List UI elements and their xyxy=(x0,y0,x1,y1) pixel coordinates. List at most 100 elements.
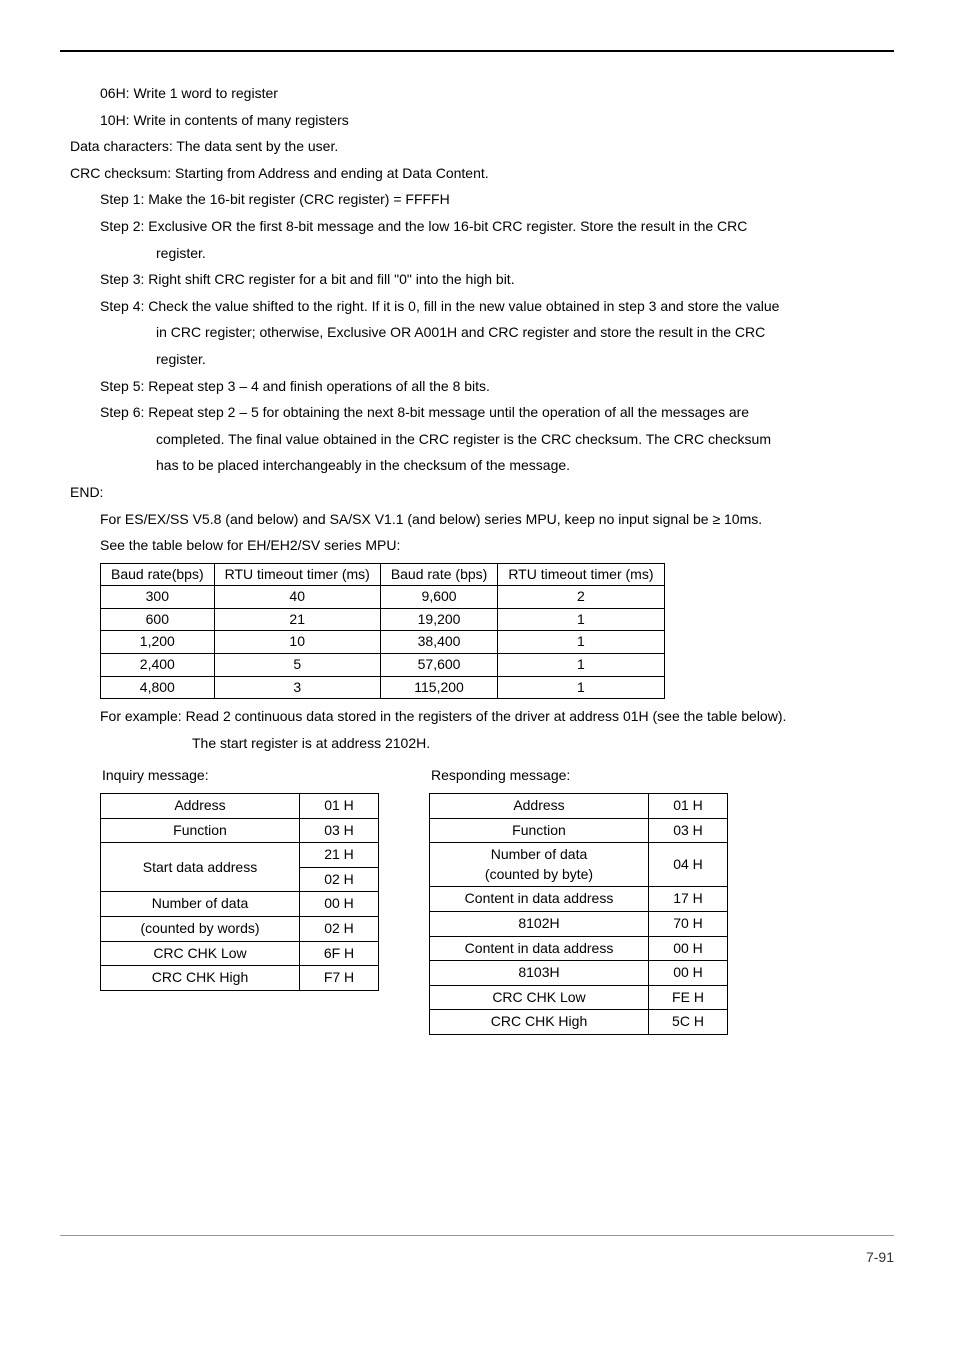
table-row: Function03 H xyxy=(101,818,379,843)
cell: 1 xyxy=(498,654,664,677)
cell: 2 xyxy=(498,586,664,609)
table-row: Content in data address17 H xyxy=(430,887,728,912)
step-4-cont2: register. xyxy=(156,346,894,373)
table-row: 8103H00 H xyxy=(430,961,728,986)
hdr-line-2: 10H: Write in contents of many registers xyxy=(100,107,894,134)
end-label: END: xyxy=(70,479,894,506)
cell: 00 H xyxy=(300,892,379,917)
step-2: Step 2: Exclusive OR the first 8-bit mes… xyxy=(100,213,894,240)
responding-col: Responding message: Address01 H Function… xyxy=(429,762,728,1035)
cell: 40 xyxy=(214,586,380,609)
step-4-cont1: in CRC register; otherwise, Exclusive OR… xyxy=(156,319,894,346)
cell: 1 xyxy=(498,608,664,631)
cell: 02 H xyxy=(300,917,379,942)
cell: F7 H xyxy=(300,966,379,991)
table-row: Number of data00 H xyxy=(101,892,379,917)
baud-rate-table: Baud rate(bps) RTU timeout timer (ms) Ba… xyxy=(100,563,665,700)
hdr-line-1: 06H: Write 1 word to register xyxy=(100,80,894,107)
cell: Address xyxy=(430,794,649,819)
end-line-2: See the table below for EH/EH2/SV series… xyxy=(100,532,894,559)
cell: 19,200 xyxy=(380,608,498,631)
cell: 02 H xyxy=(300,867,379,892)
num-line2: (counted by byte) xyxy=(485,866,593,882)
responding-title: Responding message: xyxy=(429,762,728,789)
end-line-1: For ES/EX/SS V5.8 (and below) and SA/SX … xyxy=(100,506,894,533)
page-footer: 7-91 xyxy=(60,1235,894,1271)
cell: 8102H xyxy=(430,912,649,937)
cell: Content in data address xyxy=(430,936,649,961)
step-4: Step 4: Check the value shifted to the r… xyxy=(100,293,894,320)
cell: 00 H xyxy=(649,961,728,986)
steps-block: Step 1: Make the 16-bit register (CRC re… xyxy=(100,186,894,479)
table-row: Number of data (counted by byte) 04 H xyxy=(430,843,728,887)
cell: CRC CHK High xyxy=(101,966,300,991)
cell: Number of data xyxy=(101,892,300,917)
cell: 00 H xyxy=(649,936,728,961)
table-row: 2,400557,6001 xyxy=(101,654,665,677)
table-row: 4,8003115,2001 xyxy=(101,676,665,699)
table-row: CRC CHK LowFE H xyxy=(430,985,728,1010)
cell: Function xyxy=(430,818,649,843)
table-row: 1,2001038,4001 xyxy=(101,631,665,654)
cell: 8103H xyxy=(430,961,649,986)
step-6-cont2: has to be placed interchangeably in the … xyxy=(156,452,894,479)
col-h4: RTU timeout timer (ms) xyxy=(498,563,664,586)
inquiry-col: Inquiry message: Address01 H Function03 … xyxy=(100,762,379,1035)
step-3: Step 3: Right shift CRC register for a b… xyxy=(100,266,894,293)
cell: 01 H xyxy=(649,794,728,819)
cell: 2,400 xyxy=(101,654,215,677)
cell: Number of data (counted by byte) xyxy=(430,843,649,887)
cell: 5C H xyxy=(649,1010,728,1035)
step-2-cont: register. xyxy=(156,240,894,267)
cell: 4,800 xyxy=(101,676,215,699)
cell: 01 H xyxy=(300,794,379,819)
example-line: For example: Read 2 continuous data stor… xyxy=(100,703,894,730)
cell: 6F H xyxy=(300,941,379,966)
col-h2: RTU timeout timer (ms) xyxy=(214,563,380,586)
cell: 38,400 xyxy=(380,631,498,654)
responding-table: Address01 H Function03 H Number of data (… xyxy=(429,793,728,1035)
cell: 03 H xyxy=(649,818,728,843)
cell: 1 xyxy=(498,631,664,654)
cell: 115,200 xyxy=(380,676,498,699)
cell: CRC CHK Low xyxy=(430,985,649,1010)
cell: 57,600 xyxy=(380,654,498,677)
data-chars: Data characters: The data sent by the us… xyxy=(70,133,894,160)
table-row: 300409,6002 xyxy=(101,586,665,609)
step-6: Step 6: Repeat step 2 – 5 for obtaining … xyxy=(100,399,894,426)
table-row: Function03 H xyxy=(430,818,728,843)
cell: Address xyxy=(101,794,300,819)
cell: Function xyxy=(101,818,300,843)
cell: 03 H xyxy=(300,818,379,843)
cell: Start data address xyxy=(101,843,300,892)
step-6-cont1: completed. The final value obtained in t… xyxy=(156,426,894,453)
cell: CRC CHK High xyxy=(430,1010,649,1035)
cell: FE H xyxy=(649,985,728,1010)
cell: 04 H xyxy=(649,843,728,887)
table-row: 6002119,2001 xyxy=(101,608,665,631)
table-row: (counted by words)02 H xyxy=(101,917,379,942)
cell: 1 xyxy=(498,676,664,699)
cell: 21 xyxy=(214,608,380,631)
cell: 3 xyxy=(214,676,380,699)
inquiry-table: Address01 H Function03 H Start data addr… xyxy=(100,793,379,991)
cell: CRC CHK Low xyxy=(101,941,300,966)
table-row: 8102H70 H xyxy=(430,912,728,937)
table-header-row: Baud rate(bps) RTU timeout timer (ms) Ba… xyxy=(101,563,665,586)
cell: 10 xyxy=(214,631,380,654)
cell: 21 H xyxy=(300,843,379,868)
crc-intro: CRC checksum: Starting from Address and … xyxy=(70,160,894,187)
table-row: Address01 H xyxy=(101,794,379,819)
cell: 17 H xyxy=(649,887,728,912)
num-line1: Number of data xyxy=(491,846,588,862)
cell: 9,600 xyxy=(380,586,498,609)
table-row: CRC CHK Low6F H xyxy=(101,941,379,966)
col-h1: Baud rate(bps) xyxy=(101,563,215,586)
cell: 1,200 xyxy=(101,631,215,654)
step-1: Step 1: Make the 16-bit register (CRC re… xyxy=(100,186,894,213)
cell: 70 H xyxy=(649,912,728,937)
table-row: Start data address21 H xyxy=(101,843,379,868)
table-row: CRC CHK High5C H xyxy=(430,1010,728,1035)
message-tables-row: Inquiry message: Address01 H Function03 … xyxy=(100,762,894,1035)
table-row: CRC CHK HighF7 H xyxy=(101,966,379,991)
